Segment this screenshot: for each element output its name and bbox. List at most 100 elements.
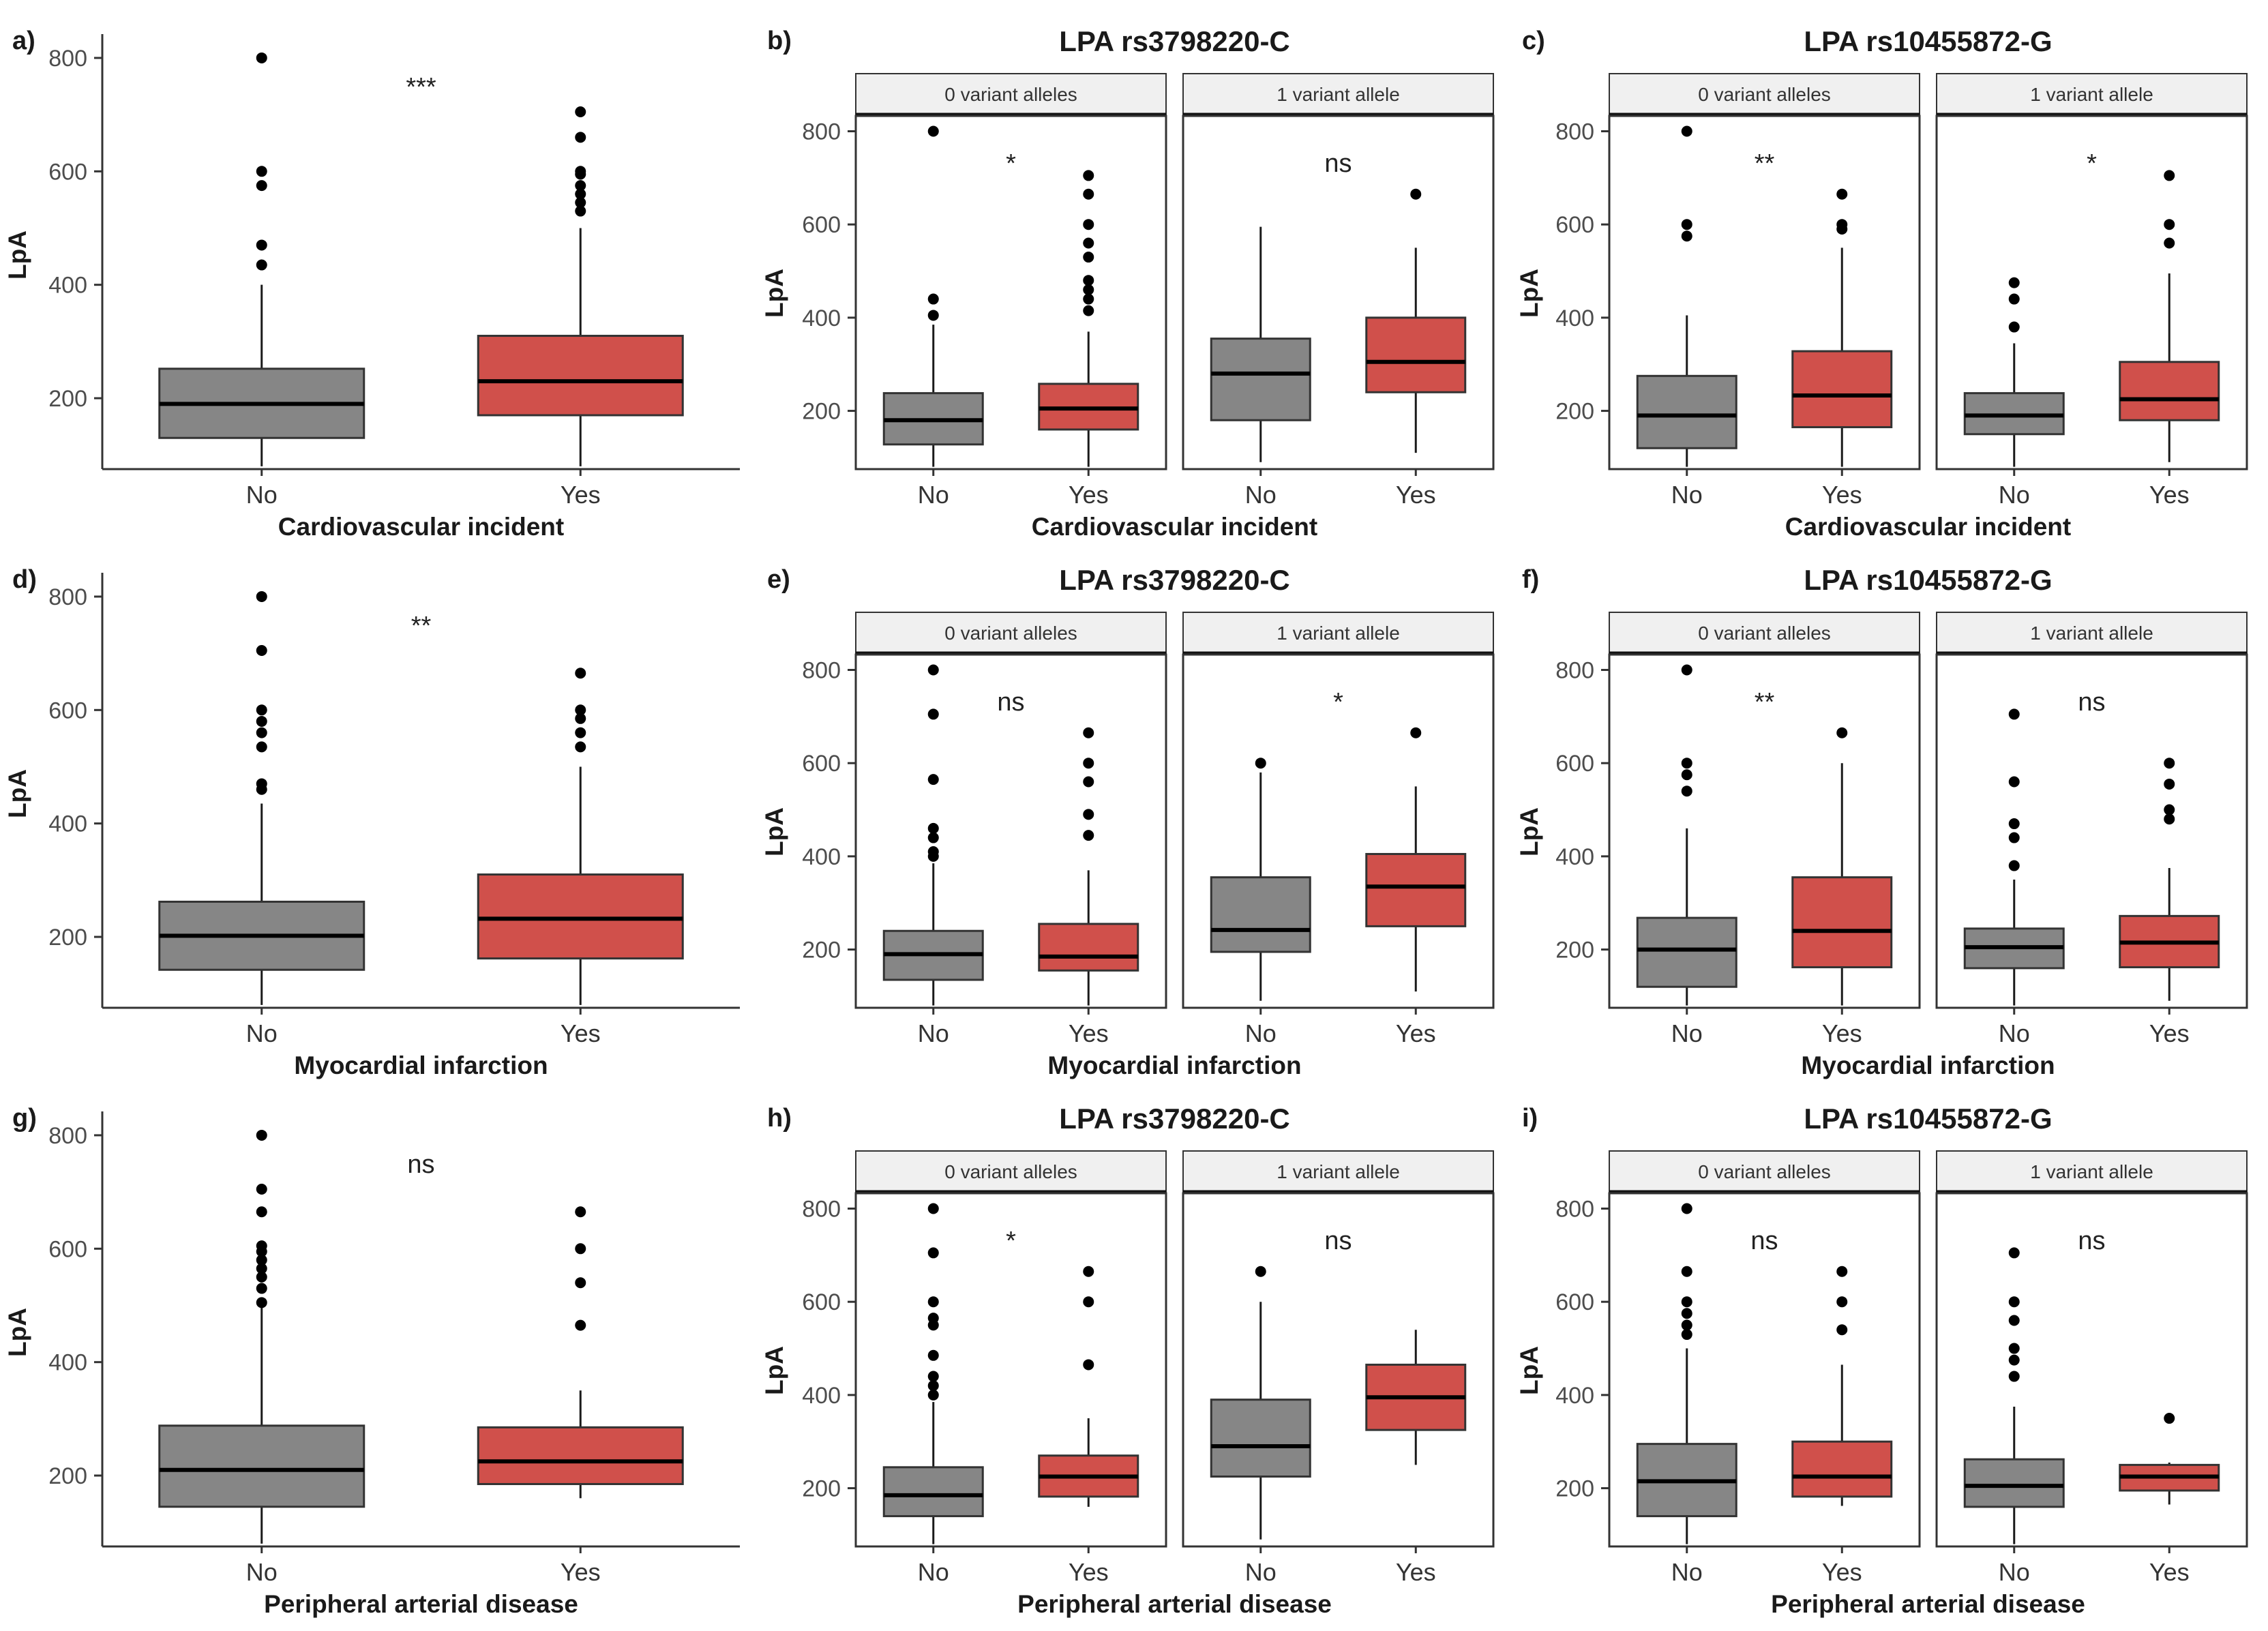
outlier-point [2008,1343,2020,1354]
box-no [1636,916,1737,988]
outlier-point [2008,1315,2020,1326]
x-tick-label: Yes [1069,1019,1109,1047]
outlier-point [927,293,939,305]
x-tick-label: Yes [561,1558,601,1586]
box-yes [1791,1440,1893,1498]
outlier-point [1836,1266,1848,1277]
y-axis-label: LpA [3,1308,31,1357]
outlier-point [256,778,267,790]
facet-panel-border [1182,1192,1495,1548]
significance-label: ns [1324,149,1352,178]
facet-strip-label: 1 variant allele [2030,1161,2153,1182]
x-tick-label: Yes [1396,1558,1436,1586]
y-tick-label: 400 [802,305,841,331]
outlier-point [1681,1266,1692,1277]
y-tick-label: 200 [802,938,841,963]
outlier-point [256,239,267,251]
x-tick-label: Yes [1396,481,1436,509]
outlier-point [1083,305,1094,316]
outlier-point [1681,769,1692,781]
x-tick-label: Yes [1396,1019,1436,1047]
facet-panel-border [1182,653,1495,1009]
facet-strip-label: 1 variant allele [2030,84,2153,105]
y-tick-label: 400 [802,844,841,870]
outlier-point [575,704,586,716]
significance-label: ns [2078,688,2105,717]
chart-panel-h: h) LPA rs3798220-C 200 400 600 800 LpA 0 varian… [760,1103,1495,1618]
panel-letter-i: i) [1522,1104,1538,1133]
x-tick-label: Yes [2149,481,2190,509]
x-tick-label: No [1999,1558,2030,1586]
y-tick-label: 200 [802,1476,841,1502]
x-tick-label: No [246,1019,278,1047]
outlier-point [2008,1296,2020,1308]
x-axis-label: Myocardial infarction [1047,1051,1301,1079]
panel-letter-b: b) [767,27,792,55]
outlier-point [2008,293,2020,305]
x-tick-label: No [1999,1019,2030,1047]
y-tick-label: 600 [48,159,87,185]
facet-panel-border [1608,653,1921,1009]
outlier-point [2164,237,2175,249]
outlier-point [575,727,586,738]
significance-label: ** [1755,688,1775,717]
box-no [1210,1398,1311,1478]
outlier-point [927,1203,939,1214]
outlier-point [1681,1329,1692,1341]
y-tick-label: 400 [802,1383,841,1409]
box-yes [1791,350,1893,428]
y-tick-label: 600 [1555,751,1594,777]
outlier-point [256,1271,267,1283]
outlier-point [927,846,939,858]
outlier-point [575,1277,586,1289]
facet-strip-label: 0 variant alleles [944,1161,1077,1182]
x-tick-label: Yes [1822,1558,1862,1586]
y-tick-label: 800 [1555,658,1594,684]
x-tick-label: Yes [2149,1019,2190,1047]
outlier-point [2164,170,2175,181]
y-tick-label: 800 [1555,119,1594,145]
outlier-point [1083,727,1094,738]
outlier-point [2008,1371,2020,1382]
x-tick-label: Yes [561,481,601,509]
outlier-point [1681,785,1692,797]
panel-letter-d: d) [12,565,37,594]
outlier-point [1255,1266,1266,1277]
x-axis-label: Peripheral arterial disease [264,1590,578,1618]
box-no [1210,338,1311,421]
outlier-point [256,1183,267,1195]
outlier-point [2008,277,2020,288]
box-yes [1365,852,1467,927]
panel-letter-g: g) [12,1104,37,1133]
outlier-point [1836,188,1848,200]
outlier-point [2164,758,2175,769]
significance-label: * [1006,1227,1016,1255]
outlier-point [575,1206,586,1218]
x-axis-label: Myocardial infarction [294,1051,548,1079]
y-tick-label: 600 [802,1289,841,1315]
outlier-point [2008,1354,2020,1366]
panel-letter-h: h) [767,1104,792,1133]
outlier-point [1410,727,1422,738]
outlier-point [1083,1296,1094,1308]
y-tick-label: 200 [48,925,87,951]
outlier-point [1836,727,1848,738]
y-tick-label: 200 [1555,938,1594,963]
facet-strip [1609,73,1920,115]
y-tick-label: 800 [802,119,841,145]
facet-panel-border [854,1192,1167,1548]
x-tick-label: No [1245,1558,1277,1586]
y-tick-label: 200 [802,399,841,425]
y-axis-label: LpA [3,769,31,818]
outlier-point [2008,321,2020,333]
x-axis-label: Myocardial infarction [1801,1051,2055,1079]
chart-title-b: LPA rs3798220-C [1059,25,1290,57]
outlier-point [1083,1266,1094,1277]
y-tick-label: 200 [1555,1476,1594,1502]
facet-strip-label: 0 variant alleles [1698,84,1831,105]
outlier-point [256,1240,267,1252]
panel-letter-e: e) [767,565,790,594]
x-tick-label: No [918,1019,949,1047]
y-tick-label: 400 [48,273,87,299]
y-tick-label: 400 [48,1350,87,1376]
